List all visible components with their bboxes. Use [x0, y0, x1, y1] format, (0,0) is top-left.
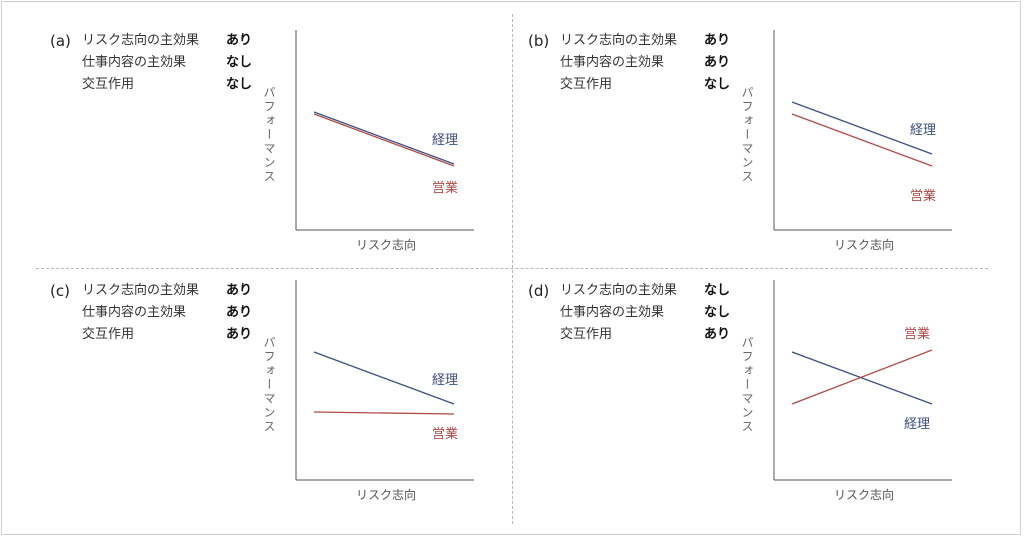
y-axis-label: パフォーマンス [262, 336, 276, 434]
effect-value: なし [226, 55, 253, 70]
y-axis-label: パフォーマンス [740, 336, 754, 434]
series-label-eigyo: 営業 [432, 180, 458, 196]
effect-name: リスク志向の主効果 [82, 33, 200, 48]
effect-row: 交互作用 あり [560, 324, 740, 346]
effect-value: なし [704, 305, 731, 320]
effects-list: リスク志向の主効果 あり 仕事内容の主効果 あり 交互作用 なし [560, 30, 740, 96]
effect-row: リスク志向の主効果 なし [560, 280, 740, 302]
series-line-keiri [791, 101, 933, 155]
horizontal-divider [36, 268, 988, 269]
effect-name: リスク志向の主効果 [82, 283, 200, 298]
effect-row: リスク志向の主効果 あり [560, 30, 740, 52]
series-line-eigyo [791, 349, 933, 405]
effect-name: 交互作用 [560, 327, 613, 342]
effect-value: あり [226, 33, 253, 48]
effects-list: リスク志向の主効果 あり 仕事内容の主効果 なし 交互作用 なし [82, 30, 262, 96]
effect-value: なし [704, 283, 731, 298]
series-line-eigyo [313, 411, 455, 415]
panel-a: (a) リスク志向の主効果 あり 仕事内容の主効果 なし 交互作用 なし パフォーマンス リスク… [36, 0, 526, 252]
effect-row: 仕事内容の主効果 あり [560, 52, 740, 74]
series-line-keiri [313, 111, 455, 165]
effect-name: リスク志向の主効果 [560, 283, 678, 298]
series-label-keiri: 経理 [904, 417, 930, 432]
x-axis-label: リスク志向 [356, 238, 417, 252]
effect-name: リスク志向の主効果 [560, 33, 678, 48]
y-axis-label: パフォーマンス [262, 86, 276, 184]
x-axis-label: リスク志向 [834, 488, 895, 502]
series-label-eigyo: 営業 [432, 426, 458, 442]
y-axis-label: パフォーマンス [740, 86, 754, 184]
panel-b: (b) リスク志向の主効果 あり 仕事内容の主効果 あり 交互作用 なし パフォーマンス リスク… [514, 0, 1004, 252]
effect-name: 交互作用 [82, 77, 135, 92]
effect-name: 仕事内容の主効果 [82, 55, 187, 70]
effect-value: あり [226, 327, 253, 342]
effects-list: リスク志向の主効果 あり 仕事内容の主効果 あり 交互作用 あり [82, 280, 262, 346]
effect-name: 仕事内容の主効果 [560, 305, 665, 320]
effect-value: なし [226, 77, 253, 92]
effects-list: リスク志向の主効果 なし 仕事内容の主効果 なし 交互作用 あり [560, 280, 740, 346]
effect-value: あり [704, 33, 731, 48]
effect-name: 仕事内容の主効果 [82, 305, 187, 320]
series-line-eigyo [791, 113, 933, 167]
effect-value: あり [226, 283, 253, 298]
effect-row: 交互作用 なし [560, 74, 740, 96]
panel-label: (b) [528, 32, 550, 50]
x-axis-label: リスク志向 [356, 488, 417, 502]
effect-row: リスク志向の主効果 あり [82, 30, 262, 52]
effect-row: リスク志向の主効果 あり [82, 280, 262, 302]
series-label-keiri: 経理 [910, 123, 936, 138]
effect-value: あり [226, 305, 253, 320]
panel-label: (d) [528, 282, 550, 300]
effect-name: 仕事内容の主効果 [560, 55, 665, 70]
x-axis-label: リスク志向 [834, 238, 895, 252]
effect-name: 交互作用 [82, 327, 135, 342]
series-line-keiri [791, 351, 933, 405]
effect-row: 仕事内容の主効果 あり [82, 302, 262, 324]
panel-label: (c) [50, 282, 70, 300]
effect-row: 交互作用 あり [82, 324, 262, 346]
panel-d: (d) リスク志向の主効果 なし 仕事内容の主効果 なし 交互作用 あり パフォーマンス リスク… [514, 250, 1004, 502]
effect-row: 交互作用 なし [82, 74, 262, 96]
effect-value: あり [704, 327, 731, 342]
series-line-keiri [313, 351, 455, 405]
series-line-eigyo [313, 113, 455, 167]
series-label-eigyo: 営業 [910, 188, 936, 204]
effect-value: なし [704, 77, 731, 92]
series-label-eigyo: 営業 [904, 326, 930, 342]
effect-row: 仕事内容の主効果 なし [82, 52, 262, 74]
vertical-divider [512, 14, 513, 524]
effect-value: あり [704, 55, 731, 70]
panel-label: (a) [50, 32, 71, 50]
series-label-keiri: 経理 [432, 133, 458, 148]
series-label-keiri: 経理 [432, 373, 458, 388]
effect-name: 交互作用 [560, 77, 613, 92]
panel-c: (c) リスク志向の主効果 あり 仕事内容の主効果 あり 交互作用 あり パフォーマンス リスク… [36, 250, 526, 502]
effect-row: 仕事内容の主効果 なし [560, 302, 740, 324]
